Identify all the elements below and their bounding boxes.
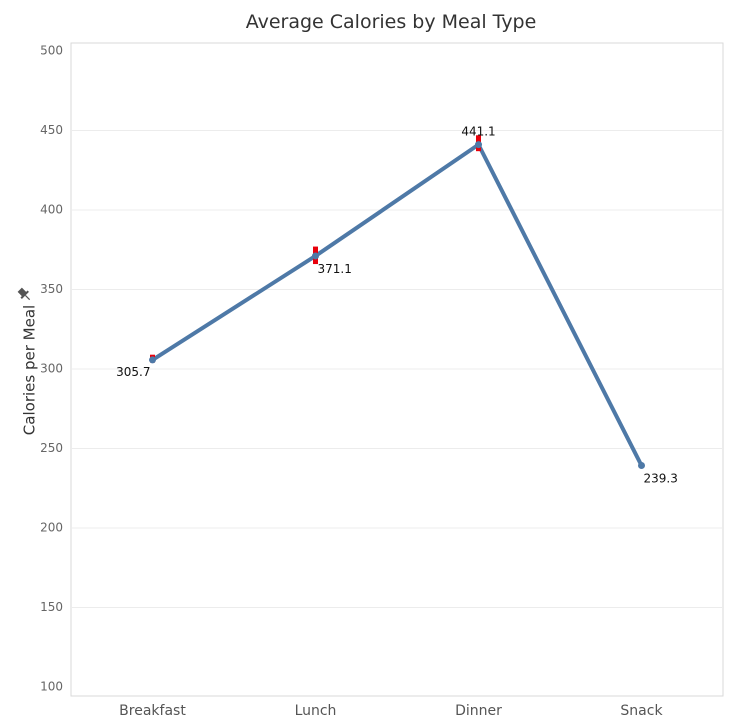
y-axis-ticks: 100 150 200 250 300 350 400 450 500: [40, 44, 63, 694]
x-axis-ticks: Breakfast Lunch Dinner Snack: [119, 703, 663, 719]
y-tick-label: 200: [40, 521, 63, 535]
y-axis-label: Calories per Meal: [21, 305, 39, 435]
pin-icon[interactable]: [16, 286, 33, 303]
y-tick-label: 450: [40, 123, 63, 137]
y-tick-label: 400: [40, 203, 63, 217]
data-label: 239.3: [644, 472, 678, 486]
y-tick-label: 150: [40, 600, 63, 614]
y-tick-label: 250: [40, 441, 63, 455]
y-tick-label: 350: [40, 282, 63, 296]
y-tick-label: 300: [40, 362, 63, 376]
y-tick-label: 100: [40, 680, 63, 694]
series-line: [150, 142, 644, 468]
x-tick-label: Lunch: [295, 703, 337, 719]
series-group: 305.7 371.1 441.1 239.3: [116, 125, 678, 486]
data-point[interactable]: [638, 462, 645, 470]
data-label: 305.7: [116, 365, 150, 379]
x-tick-label: Dinner: [455, 703, 502, 719]
data-point[interactable]: [149, 356, 156, 364]
y-tick-label: 500: [40, 44, 63, 58]
x-tick-label: Breakfast: [119, 703, 186, 719]
data-label: 441.1: [461, 125, 495, 139]
data-label: 371.1: [318, 262, 352, 276]
y-axis-title: Calories per Meal: [21, 305, 39, 435]
gridlines: [71, 130, 723, 608]
chart-title: Average Calories by Meal Type: [246, 11, 537, 33]
data-point[interactable]: [475, 141, 482, 149]
x-tick-label: Snack: [620, 703, 663, 719]
data-point[interactable]: [312, 252, 319, 260]
